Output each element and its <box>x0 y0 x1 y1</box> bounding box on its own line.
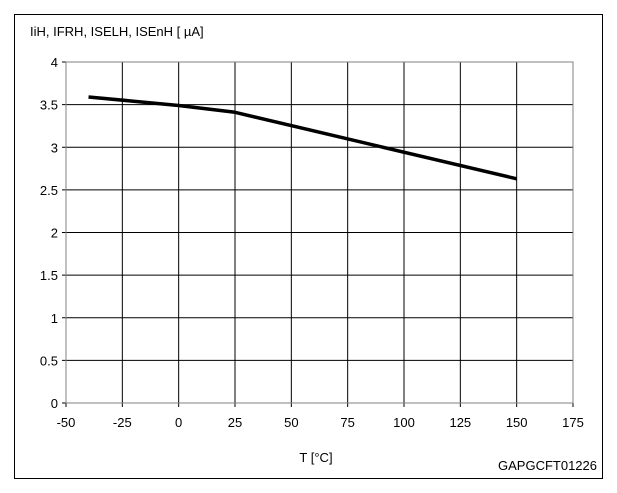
y-tick-label: 3.5 <box>40 98 58 113</box>
x-axis-label: T [°C] <box>299 450 332 465</box>
x-tick-label: 150 <box>506 415 528 430</box>
x-tick-label: -25 <box>113 415 132 430</box>
x-tick-label: 100 <box>393 415 415 430</box>
y-tick-label: 2.5 <box>40 183 58 198</box>
y-tick-label: 4 <box>51 55 58 70</box>
chart-frame <box>14 14 603 479</box>
x-tick-label: 75 <box>340 415 354 430</box>
grid <box>62 61 574 407</box>
x-tick-label: 25 <box>228 415 242 430</box>
figure-code: GAPGCFT01226 <box>498 458 597 473</box>
x-tick-labels: -50 -25 0 25 50 75 100 125 150 175 <box>57 415 584 430</box>
y-tick-label: 1.5 <box>40 268 58 283</box>
x-tick-label: 0 <box>175 415 182 430</box>
series-layer <box>88 95 518 181</box>
y-tick-label: 0 <box>51 396 58 411</box>
y-tick-label: 1 <box>51 311 58 326</box>
x-tick-label: -50 <box>57 415 76 430</box>
series-line <box>88 95 518 181</box>
x-tick-label: 50 <box>284 415 298 430</box>
y-tick-labels: 0 0.5 1 1.5 2 2.5 3 3.5 4 <box>40 55 58 411</box>
x-tick-label: 125 <box>449 415 471 430</box>
y-tick-label: 3 <box>51 140 58 155</box>
y-tick-label: 0.5 <box>40 353 58 368</box>
y-tick-label: 2 <box>51 226 58 241</box>
y-axis-label: IiH, IFRH, ISELH, ISEnH [ µA] <box>30 24 204 39</box>
x-tick-label: 175 <box>562 415 584 430</box>
plot-area <box>65 61 574 404</box>
